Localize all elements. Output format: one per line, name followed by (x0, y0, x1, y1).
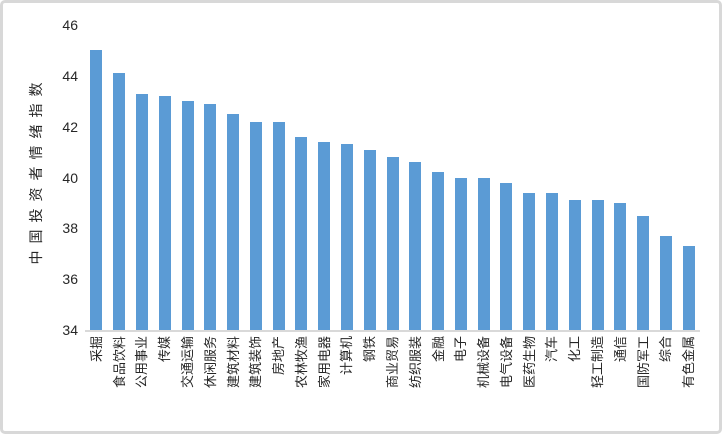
bar (363, 149, 376, 330)
x-axis-category-label: 农林牧渔 (293, 336, 309, 389)
bar (545, 192, 558, 330)
x-axis-category-label: 计算机 (339, 336, 355, 376)
bar (158, 96, 171, 330)
bar (659, 235, 672, 330)
bar (113, 73, 126, 330)
x-axis-category-label: 金融 (430, 336, 446, 363)
y-axis-tick-label: 44 (62, 67, 78, 84)
bar (591, 200, 604, 330)
x-axis-category-label: 房地产 (271, 336, 287, 376)
y-axis-tick-label: 36 (62, 271, 78, 288)
bar (181, 101, 194, 330)
bar (90, 50, 103, 330)
x-axis-category-label: 有色金属 (681, 336, 697, 389)
y-axis-tick-label: 46 (62, 17, 78, 33)
bar (318, 141, 331, 330)
y-axis-tick-label: 40 (62, 169, 78, 186)
x-axis-category-label: 汽车 (544, 336, 560, 363)
x-axis-category-label: 采掘 (88, 336, 104, 363)
bar (682, 246, 695, 330)
bar (340, 144, 353, 330)
bar (614, 202, 627, 330)
x-axis-category-label: 休闲服务 (202, 336, 218, 389)
x-axis-line (85, 330, 700, 332)
bar (523, 192, 536, 330)
y-axis-tick-label: 34 (62, 322, 78, 338)
x-axis-category-label: 医药生物 (521, 336, 537, 389)
x-axis-category-label: 机械设备 (476, 336, 492, 389)
x-axis-category-label: 公用事业 (134, 336, 150, 389)
bar (477, 177, 490, 330)
bar (454, 177, 467, 330)
x-axis-category-label: 传媒 (157, 336, 173, 363)
x-axis-category-label: 纺织服装 (407, 336, 423, 389)
bar (500, 182, 513, 330)
x-axis-category-label: 电子 (453, 336, 469, 363)
bar (432, 172, 445, 330)
x-axis-category-label: 商业贸易 (385, 336, 400, 389)
x-axis-category-label: 钢铁 (362, 336, 378, 363)
x-axis-category-label: 国防军工 (635, 336, 651, 389)
bar (204, 103, 217, 330)
bar (272, 121, 285, 330)
x-axis-category-label: 电气设备 (498, 336, 514, 389)
x-axis-category-label: 交通运输 (180, 336, 195, 389)
bar (568, 200, 581, 330)
y-axis-tick-label: 42 (62, 118, 78, 135)
x-axis-category-label: 建筑装饰 (248, 336, 264, 389)
y-axis-tick-label: 38 (62, 220, 78, 237)
x-axis-category-label: 家用电器 (316, 336, 332, 389)
bar (409, 162, 422, 330)
x-axis-category-label: 食品饮料 (111, 336, 127, 389)
bar (227, 113, 240, 330)
x-axis-category-label: 轻工制造 (590, 336, 605, 389)
x-axis-category-label: 综合 (658, 336, 674, 363)
x-axis-category-label: 化工 (567, 336, 583, 363)
bar (249, 121, 262, 330)
x-axis-category-label: 建筑材料 (225, 336, 241, 389)
x-axis-category-label: 通信 (612, 336, 628, 363)
bar (135, 93, 148, 330)
bar (386, 157, 399, 330)
bar (637, 215, 650, 330)
bar (295, 136, 308, 330)
